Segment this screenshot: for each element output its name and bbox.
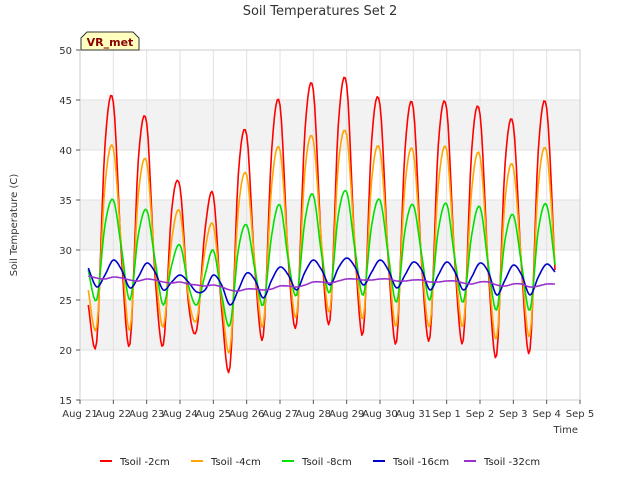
y-tick-label: 35 xyxy=(59,196,72,207)
x-tick-label: Sep 1 xyxy=(432,409,460,420)
y-axis-label: Soil Temperature (C) xyxy=(9,174,20,277)
x-tick-label: Aug 23 xyxy=(129,409,164,420)
legend-label: Tsoil -8cm xyxy=(301,457,352,468)
x-tick-label: Aug 30 xyxy=(362,409,397,420)
legend-label: Tsoil -2cm xyxy=(119,457,170,468)
y-tick-label: 50 xyxy=(59,46,72,57)
x-tick-label: Aug 24 xyxy=(162,409,197,420)
x-tick-label: Aug 31 xyxy=(396,409,431,420)
x-tick-label: Aug 25 xyxy=(196,409,231,420)
x-tick-label: Sep 3 xyxy=(499,409,527,420)
y-tick-label: 15 xyxy=(59,396,72,407)
series-line-tsoil-4cm xyxy=(87,129,556,354)
station-label: VR_met xyxy=(87,36,134,49)
plot-band xyxy=(80,200,580,250)
x-tick-label: Sep 4 xyxy=(532,409,560,420)
y-tick-label: 25 xyxy=(59,296,72,307)
x-axis-label: Time xyxy=(553,425,578,436)
series-lines xyxy=(87,76,556,374)
chart-title: Soil Temperatures Set 2 xyxy=(243,4,398,19)
x-tick-label: Aug 21 xyxy=(62,409,97,420)
plot-band xyxy=(80,100,580,150)
legend-label: Tsoil -4cm xyxy=(210,457,261,468)
legend-label: Tsoil -32cm xyxy=(483,457,540,468)
x-tick-label: Sep 5 xyxy=(566,409,594,420)
station-label-box: VR_met xyxy=(80,31,140,51)
legend: Tsoil -2cm Tsoil -4cm Tsoil -8cm Tsoil -16c… xyxy=(100,457,540,468)
x-tick-label: Sep 2 xyxy=(466,409,494,420)
y-tick-label: 30 xyxy=(59,246,72,257)
series-line-tsoil-16cm xyxy=(87,257,556,306)
series-line-tsoil-8cm xyxy=(87,189,556,328)
x-tick-label: Aug 28 xyxy=(296,409,331,420)
x-tick-label: Aug 26 xyxy=(229,409,264,420)
legend-label: Tsoil -16cm xyxy=(392,457,449,468)
x-tick-label: Aug 22 xyxy=(96,409,131,420)
x-tick-label: Aug 27 xyxy=(262,409,297,420)
y-axis-ticks: 15 20 25 30 35 40 45 50 xyxy=(59,46,80,407)
station-label-background xyxy=(80,31,140,51)
plot-frame xyxy=(79,49,581,401)
series-line-tsoil-32cm xyxy=(88,275,555,292)
y-tick-label: 20 xyxy=(59,346,72,357)
y-tick-label: 40 xyxy=(59,146,72,157)
y-tick-label: 45 xyxy=(59,96,72,107)
x-tick-label: Aug 29 xyxy=(329,409,364,420)
